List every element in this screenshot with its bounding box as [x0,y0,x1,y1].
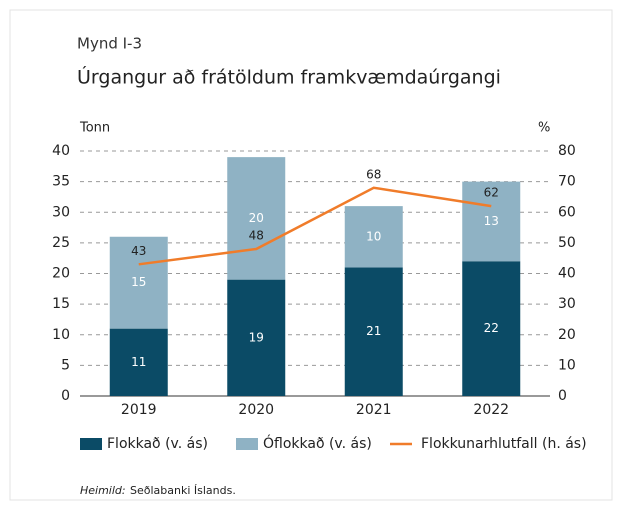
bar-segment [462,261,521,396]
y2-tick-label: 0 [558,388,567,404]
y-tick-label: 10 [52,327,70,343]
y2-tick-label: 10 [558,357,576,373]
bar-segment [227,279,286,396]
x-tick-label: 2020 [238,402,274,418]
x-tick-label: 2021 [356,402,392,418]
legend-label: Óflokkað (v. ás) [263,434,372,452]
y2-tick-label: 30 [558,296,576,312]
y-tick-label: 25 [52,235,70,251]
legend-label: Flokkað (v. ás) [107,436,208,452]
bar-segment [462,181,521,262]
data-label: 68 [366,167,381,181]
legend-swatch [236,438,258,450]
y-tick-label: 30 [52,204,70,220]
source: Seðlabanki Íslands. [130,484,236,497]
data-label: 48 [249,229,264,243]
x-tick-label: 2019 [121,402,157,418]
line-series [138,186,492,266]
legend-swatch [80,438,102,450]
bar-segment [109,236,168,329]
y2-tick-label: 80 [558,143,576,159]
x-tick-label: 2022 [473,402,509,418]
y-tick-label: 15 [52,296,70,312]
y2-tick-label: 40 [558,266,576,282]
figure-label: Mynd I-3 [77,35,142,53]
legend-label: Flokkunarhlutfall (h. ás) [421,436,587,452]
y-tick-label: 5 [61,357,70,373]
data-label: 10 [366,229,381,243]
bar-segment [344,267,403,396]
y2-axis-label: % [538,121,550,136]
bar-segment [109,328,168,396]
data-label: 20 [249,211,264,225]
data-label: 22 [484,321,499,335]
data-label: 21 [366,324,381,338]
data-label: 11 [131,355,146,369]
y-axis-label: Tonn [79,121,110,136]
data-label: 43 [131,244,146,258]
y-tick-label: 20 [52,266,70,282]
y2-tick-label: 60 [558,204,576,220]
chart-title: Úrgangur að frátöldum framkvæmdaúrgangi [77,65,501,89]
data-label: 62 [484,186,499,200]
y2-tick-label: 20 [558,327,576,343]
y2-tick-label: 70 [558,174,576,190]
bar-segment [344,206,403,268]
data-label: 19 [249,330,264,344]
data-label: 13 [484,214,499,228]
y-tick-label: 40 [52,143,70,159]
bar-segment [227,157,286,280]
data-label: 15 [131,275,146,289]
y-tick-label: 0 [61,388,70,404]
source-label: Heimild: [80,484,126,497]
y2-tick-label: 50 [558,235,576,251]
y-tick-label: 35 [52,174,70,190]
